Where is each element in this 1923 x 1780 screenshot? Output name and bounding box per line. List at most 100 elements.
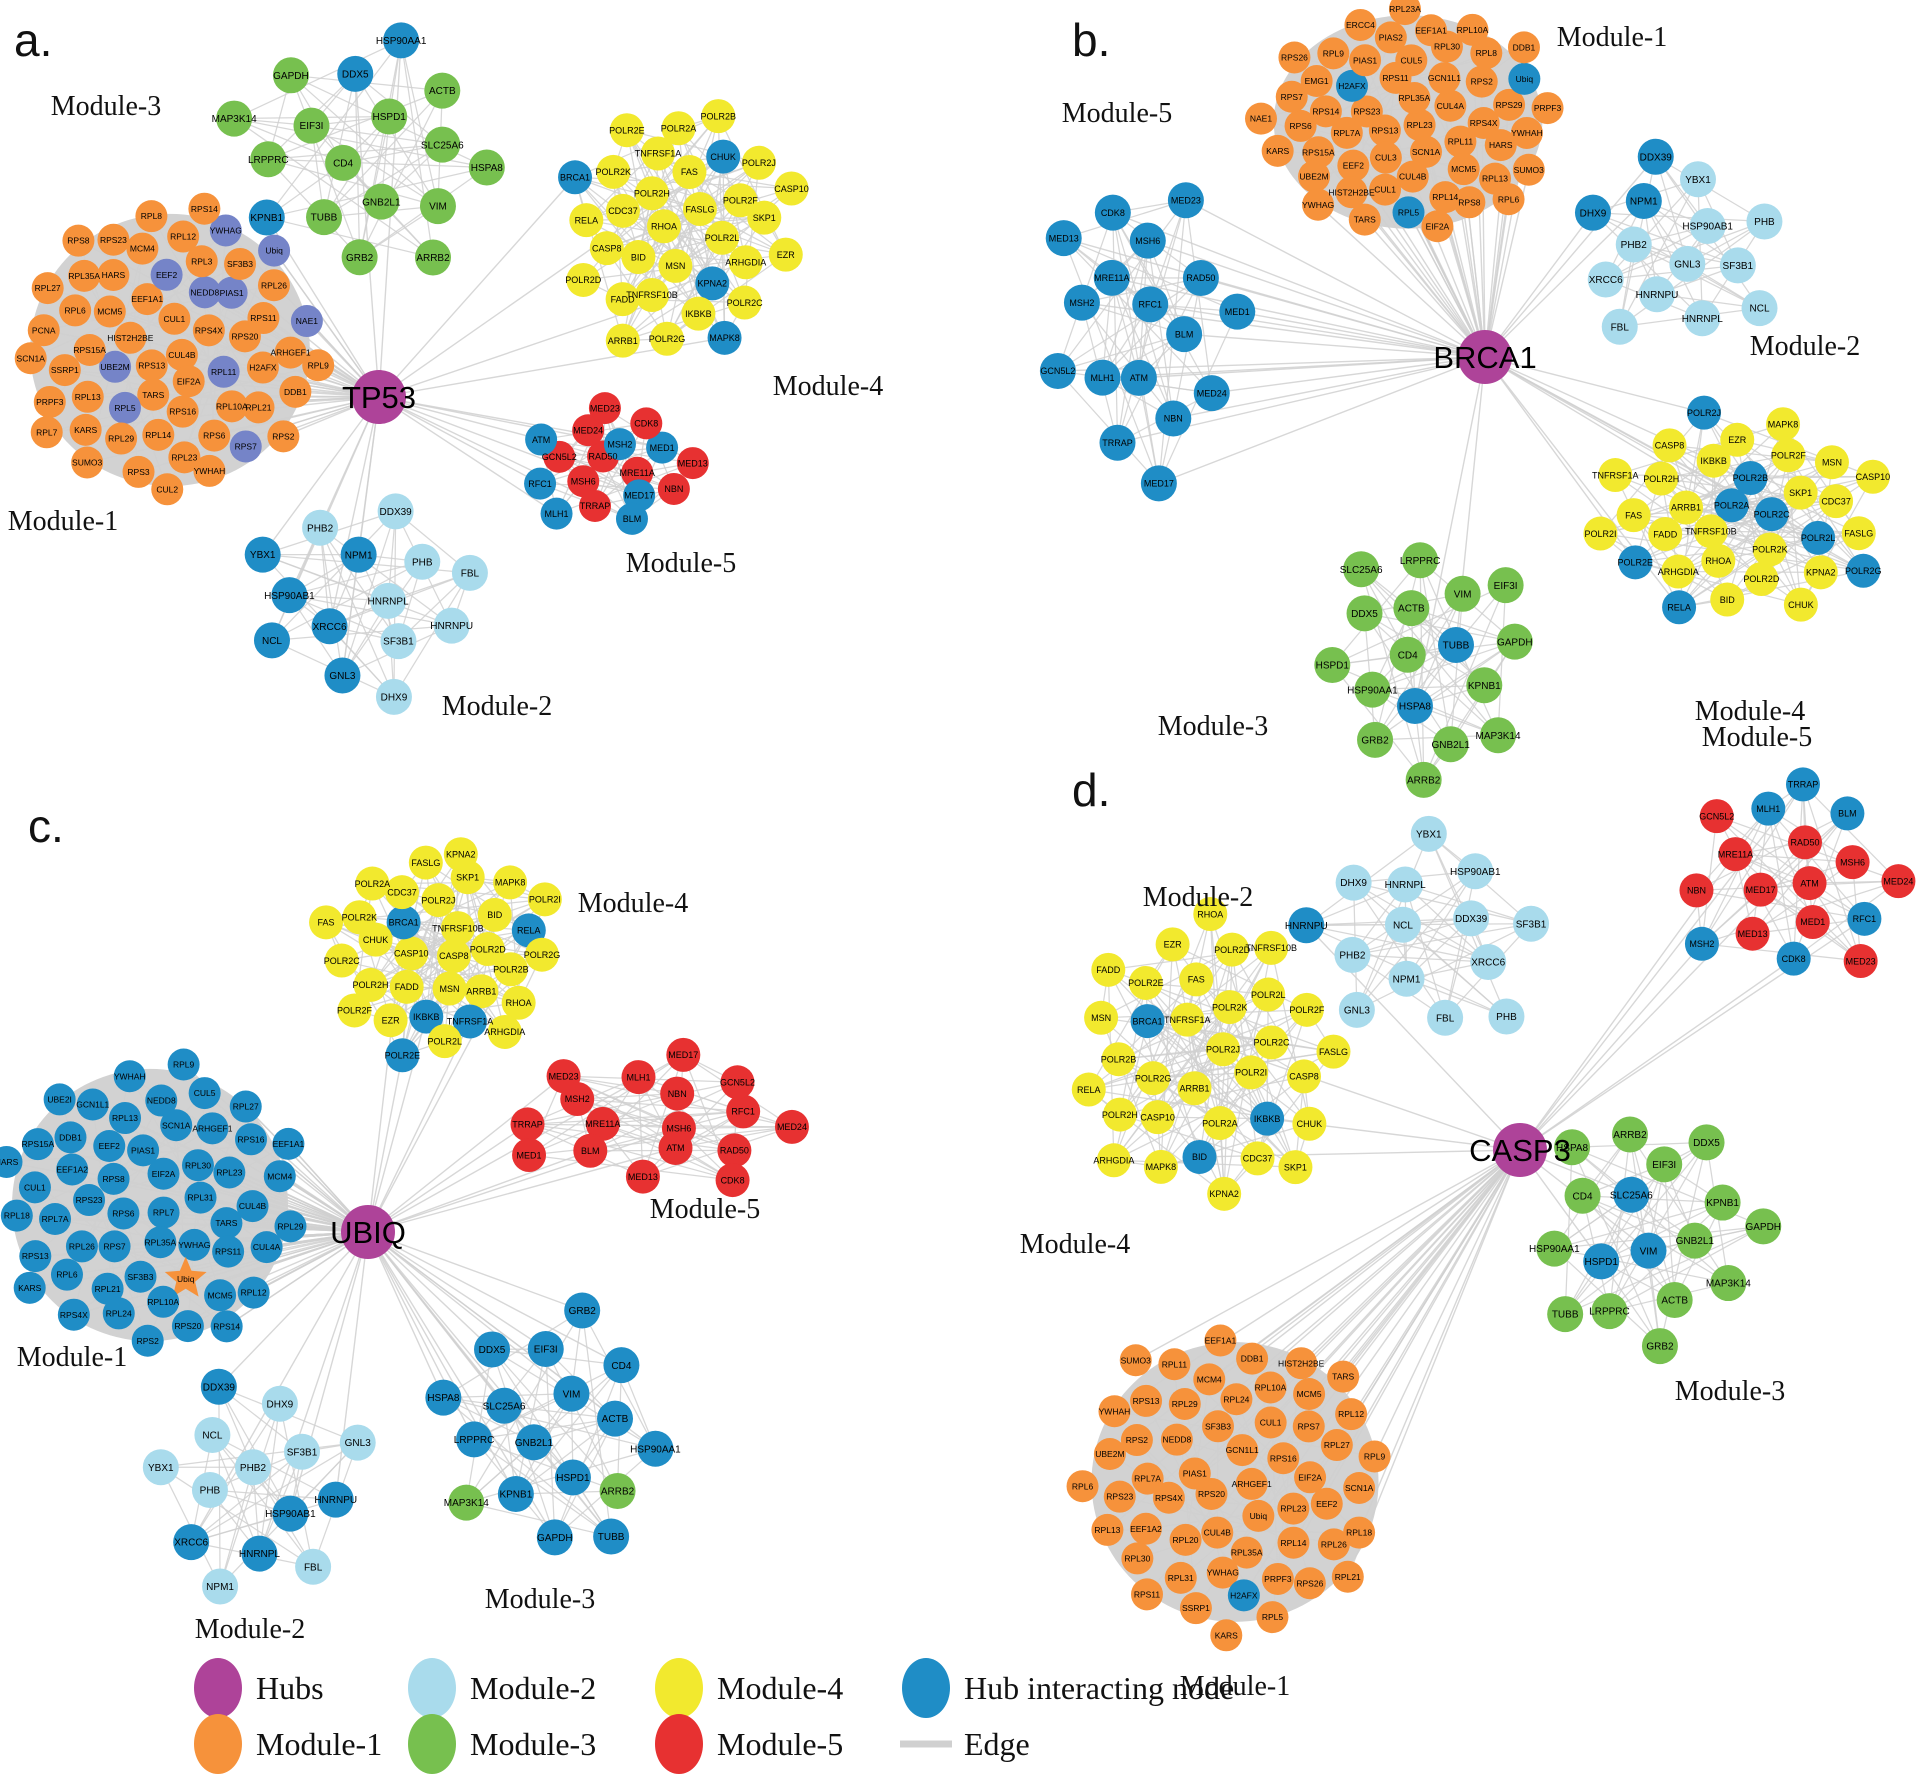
node-label-cul5: CUL5 (1400, 55, 1422, 65)
hub-edge (368, 1232, 571, 1394)
node-label-gapdh: GAPDH (1745, 1222, 1781, 1233)
node-label-eif2a: EIF2A (177, 376, 201, 386)
node-label-nbn: NBN (1687, 886, 1706, 896)
node-label-casp10: CASP10 (774, 184, 809, 194)
node-label-hnrnpu: HNRNPU (314, 1495, 357, 1506)
node-label-cdk8: CDK8 (634, 419, 658, 429)
node-label-bid: BID (1192, 1152, 1208, 1162)
node-label-msn: MSN (1091, 1013, 1111, 1023)
node-label-xrcc6: XRCC6 (313, 622, 347, 633)
node-label-rpl9: RPL9 (173, 1060, 195, 1070)
node-label-rps26: RPS26 (1281, 53, 1308, 63)
node-label-cul1: CUL1 (1374, 185, 1396, 195)
node-label-rpl14: RPL14 (1280, 1538, 1306, 1548)
node-label-faslg: FASLG (411, 858, 440, 868)
module-caption-a-module2: Module-2 (442, 691, 552, 722)
node-label-rps4x: RPS4X (195, 325, 223, 335)
node-label-rps4x: RPS4X (1155, 1493, 1183, 1503)
node-label-mcm5: MCM5 (1451, 164, 1476, 174)
node-label-polr2c: POLR2C (324, 956, 361, 966)
node-label-dhx9: DHX9 (1580, 208, 1607, 219)
node-label-fbl: FBL (461, 568, 480, 579)
node-label-h2afx: H2AFX (249, 363, 277, 373)
node-label-msh2: MSH2 (1069, 298, 1094, 308)
node-label-chuk: CHUK (710, 152, 736, 162)
node-label-rps7: RPS7 (1298, 1421, 1320, 1431)
node-label-msn: MSN (440, 984, 460, 994)
node-label-rpl30: RPL30 (1124, 1553, 1150, 1563)
node-label-rpl11: RPL11 (1448, 137, 1474, 147)
node-label-sumo3: SUMO3 (72, 458, 103, 468)
node-label-kpna2: KPNA2 (1806, 568, 1836, 578)
node-label-ezr: EZR (1728, 435, 1747, 445)
node-label-gnb2l1: GNB2L1 (1432, 740, 1471, 751)
node-label-rps8: RPS8 (1458, 197, 1480, 207)
panel-letter-c: c. (28, 800, 64, 852)
legend-label-module3: Module-3 (470, 1726, 596, 1762)
node-label-blm: BLM (1175, 329, 1194, 339)
node-label-hspd1: HSPD1 (1316, 661, 1350, 672)
node-label-npm1: NPM1 (345, 550, 373, 561)
node-label-cdc37: CDC37 (1821, 496, 1851, 506)
node-label-phb2: PHB2 (240, 1463, 267, 1474)
node-label-rela: RELA (517, 926, 541, 936)
node-label-rpl26: RPL26 (1321, 1539, 1347, 1549)
node-label-ezr: EZR (1164, 940, 1183, 950)
node-label-bid: BID (487, 910, 503, 920)
node-label-polr2b: POLR2B (1733, 473, 1769, 483)
node-label-rps3: RPS3 (127, 467, 149, 477)
node-label-actb: ACTB (602, 1414, 629, 1425)
node-label-tnfrsf10b: TNFRSF10B (432, 923, 484, 933)
node-label-polr2j: POLR2J (1687, 408, 1721, 418)
node-label-mcm4: MCM4 (267, 1171, 292, 1181)
node-label-dhx9: DHX9 (381, 692, 408, 703)
hub-edge (1301, 1150, 1520, 1363)
node-label-polr2a: POLR2A (1714, 501, 1750, 511)
hub-edge (1112, 278, 1485, 357)
panel-b: b.RFC1ATMMRE11ABLMMLH1MSH6NBNMSH2RAD50TR… (1040, 0, 1890, 798)
node-label-fas: FAS (318, 918, 335, 928)
node-label-rpl14: RPL14 (1432, 192, 1458, 202)
node-label-sumo3: SUMO3 (1121, 1355, 1152, 1365)
node-label-bid: BID (631, 252, 647, 262)
node-label-rpl23a: RPL23A (1389, 4, 1421, 14)
node-label-med1: MED1 (1225, 307, 1250, 317)
legend-label-module2: Module-2 (470, 1670, 596, 1706)
node-label-gcn1l1: GCN1L1 (1226, 1445, 1259, 1455)
node-label-eef2: EEF2 (1316, 1499, 1338, 1509)
module-caption-a-module5: Module-5 (626, 548, 736, 579)
node-label-polr2h: POLR2H (634, 188, 670, 198)
node-label-rpl11: RPL11 (1162, 1359, 1188, 1369)
node-label-rpl35a: RPL35A (1231, 1548, 1263, 1558)
node-label-hnrnpl: HNRNPL (1682, 314, 1724, 325)
node-label-ikbkb: IKBKB (1254, 1114, 1281, 1124)
node-label-scn1a: SCN1A (1345, 1483, 1374, 1493)
node-label-rpl13: RPL13 (1482, 174, 1508, 184)
legend-swatch-module4 (655, 1658, 703, 1718)
node-label-faslg: FASLG (685, 204, 714, 214)
node-label-casp8: CASP8 (1655, 441, 1685, 451)
node-label-rpl5: RPL5 (114, 403, 136, 413)
node-label-msh2: MSH2 (1689, 939, 1714, 949)
node-label-hsp90aa1: HSP90AA1 (376, 36, 427, 47)
node-label-vim: VIM (1454, 589, 1472, 600)
node-label-rpl10a: RPL10A (1457, 25, 1489, 35)
node-label-arhgdia: ARHGDIA (484, 1027, 525, 1037)
node-label-mapk8: MAPK8 (1768, 419, 1799, 429)
node-label-rps13: RPS13 (1133, 1396, 1160, 1406)
node-label-med13: MED13 (1049, 233, 1079, 243)
node-label-hnrnpl: HNRNPL (239, 1549, 281, 1560)
node-label-rpl13: RPL13 (75, 392, 101, 402)
node-label-rps16: RPS16 (1270, 1453, 1297, 1463)
edge (1429, 834, 1488, 962)
node-label-polr2f: POLR2F (1771, 451, 1807, 461)
node-label-ywhag: YWHAG (1207, 1568, 1239, 1578)
node-label-kpnb1: KPNB1 (1706, 1198, 1739, 1209)
node-label-rpl21: RPL21 (95, 1284, 121, 1294)
node-label-hnrnpl: HNRNPL (368, 596, 410, 607)
hub-label-ubiq: UBIQ (330, 1215, 406, 1250)
node-label-kars: KARS (74, 425, 97, 435)
node-label-cul3: CUL3 (1375, 153, 1397, 163)
node-label-ybx1: YBX1 (1416, 829, 1442, 840)
node-label-ikbkb: IKBKB (413, 1012, 440, 1022)
